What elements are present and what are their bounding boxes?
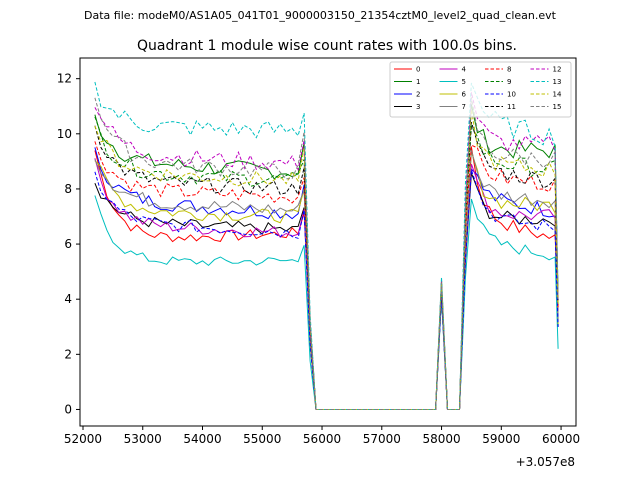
legend-label-5: 5 [462,78,466,86]
legend-label-7: 7 [462,103,466,111]
series-line-10 [94,169,559,410]
legend-label-1: 1 [416,78,420,86]
x-tick-label: 55000 [243,432,281,446]
legend-label-12: 12 [553,66,562,74]
legend-label-8: 8 [507,66,511,74]
series-line-12 [94,92,559,410]
y-tick-label: 2 [64,347,72,361]
legend-label-11: 11 [507,103,516,111]
plot-frame [79,57,577,427]
legend-label-2: 2 [416,91,420,99]
legend-label-0: 0 [416,66,420,74]
chart-title: Quadrant 1 module wise count rates with … [137,38,517,54]
x-offset-label: +3.057e8 [516,455,575,469]
series-line-0 [94,146,559,410]
series-line-11 [94,121,559,410]
x-tick-label: 54000 [183,432,221,446]
legend-label-13: 13 [553,78,562,86]
legend-label-10: 10 [507,91,516,99]
legend-label-9: 9 [507,78,511,86]
series-line-4 [94,158,559,410]
x-tick-label: 56000 [303,432,341,446]
series-line-9 [94,116,559,410]
y-tick-label: 8 [64,182,72,196]
series-line-13 [94,81,559,410]
data-file-caption: Data file: modeM0/AS1A05_041T01_90000031… [84,9,557,22]
legend-box [389,61,572,118]
x-tick-label: 57000 [363,432,401,446]
plot-area [79,57,577,427]
x-tick-label: 59000 [482,432,520,446]
y-tick-label: 0 [64,402,72,416]
x-tick-label: 58000 [422,432,460,446]
x-axis: 52000 53000 54000 55000 56000 57000 58000 59000… [64,426,580,446]
y-tick-label: 6 [64,237,72,251]
series-line-14 [94,109,559,410]
series-line-8 [94,141,559,410]
y-tick-label: 4 [64,292,72,306]
legend-label-4: 4 [462,66,467,74]
legend-label-15: 15 [553,103,562,111]
x-tick-label: 60000 [542,432,580,446]
series-line-6 [94,151,559,410]
x-tick-label: 52000 [64,432,102,446]
series-line-5 [94,195,559,410]
series-line-15 [94,97,559,410]
x-tick-label: 53000 [124,432,162,446]
legend-label-3: 3 [416,103,420,111]
y-axis: 0 2 4 6 8 10 12 [57,72,80,416]
y-tick-label: 10 [57,127,72,141]
legend-label-6: 6 [462,91,467,99]
series-line-7 [94,150,559,410]
series-line-1 [94,104,559,410]
y-tick-label: 12 [57,72,72,86]
series-line-2 [94,147,559,410]
legend-label-14: 14 [553,91,562,99]
series-line-3 [94,173,559,410]
